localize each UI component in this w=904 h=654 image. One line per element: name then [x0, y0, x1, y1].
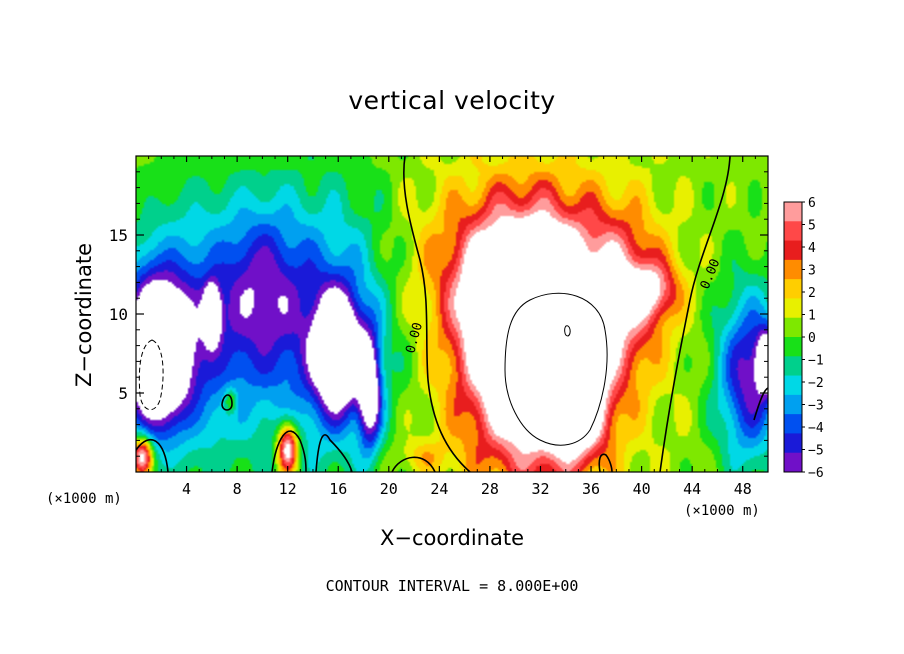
y-tick-label: 15	[109, 226, 128, 245]
colorbar-label: 5	[808, 219, 816, 234]
x-tick-label: 44	[683, 480, 701, 498]
contour-line	[403, 156, 471, 472]
x-tick-label: 28	[481, 480, 499, 498]
x-tick-label: 36	[582, 480, 600, 498]
contour-line	[315, 434, 353, 472]
chart-title: vertical velocity	[348, 86, 556, 115]
x-axis-label: X−coordinate	[380, 526, 524, 550]
colorbar-label: −2	[808, 376, 824, 391]
x-tick-label: 4	[182, 480, 191, 498]
contour-line	[391, 456, 436, 472]
colorbar-cell	[784, 202, 802, 222]
colorbar-cell	[784, 375, 802, 396]
contour-interval-note: CONTOUR INTERVAL = 8.000E+00	[325, 577, 579, 595]
x-tick-label: 20	[380, 480, 398, 498]
contour-line	[221, 394, 233, 411]
velocity-field	[136, 156, 768, 472]
colorbar-label: 1	[808, 309, 816, 324]
colorbar-cell	[784, 317, 802, 338]
colorbar-label: 6	[808, 196, 816, 211]
colorbar-cell	[784, 298, 802, 319]
x-unit-right: (×1000 m)	[684, 503, 760, 519]
contour-line	[136, 438, 169, 472]
colorbar-label: 0	[808, 331, 816, 346]
zero-contours	[136, 156, 768, 472]
x-tick-label: 8	[233, 480, 242, 498]
colorbar-label: −5	[808, 444, 824, 459]
x-tick-label: 48	[734, 480, 752, 498]
colorbar-cell	[784, 240, 802, 261]
y-tick-label: 5	[118, 384, 128, 403]
y-axis-label: Z−coordinate	[72, 243, 96, 387]
colorbar-label: 2	[808, 286, 816, 301]
contour-line	[598, 453, 613, 472]
colorbar-cell	[784, 279, 802, 299]
colorbar-label: −4	[808, 421, 824, 436]
colorbar-label: 4	[808, 241, 816, 256]
colorbar-label: 3	[808, 264, 816, 279]
contour-line	[659, 156, 731, 472]
contour-line	[271, 430, 307, 472]
colorbar-cell	[784, 414, 802, 434]
contour-line	[504, 292, 608, 446]
contour-line	[138, 339, 164, 410]
colorbar: 6 5 4 3 2 1 0 −1 −2 −3 −4 −5 −6	[783, 196, 824, 481]
x-tick-label: 16	[329, 480, 347, 498]
colorbar-cell	[784, 452, 802, 473]
colorbar-cell	[784, 433, 802, 454]
colorbar-cell	[784, 259, 802, 280]
colorbar-cell	[784, 394, 802, 415]
contour-line	[753, 387, 768, 421]
x-axis-ticks: 4 8 12 16 20 24 28 32 36 40 44 48	[148, 156, 756, 498]
x-tick-label: 12	[279, 480, 297, 498]
x-tick-label: 24	[430, 480, 448, 498]
x-unit-left: (×1000 m)	[46, 491, 122, 507]
y-tick-label: 10	[109, 305, 128, 324]
y-axis-ticks: 5 10 15	[109, 171, 768, 457]
x-tick-label: 32	[531, 480, 549, 498]
colorbar-cell	[784, 337, 802, 357]
colorbar-label: −1	[808, 354, 824, 369]
x-tick-label: 40	[633, 480, 651, 498]
colorbar-label: −3	[808, 399, 824, 414]
colorbar-cell	[784, 221, 802, 241]
colorbar-cell	[784, 356, 802, 376]
contour-line	[564, 325, 571, 337]
colorbar-label: −6	[808, 466, 824, 481]
